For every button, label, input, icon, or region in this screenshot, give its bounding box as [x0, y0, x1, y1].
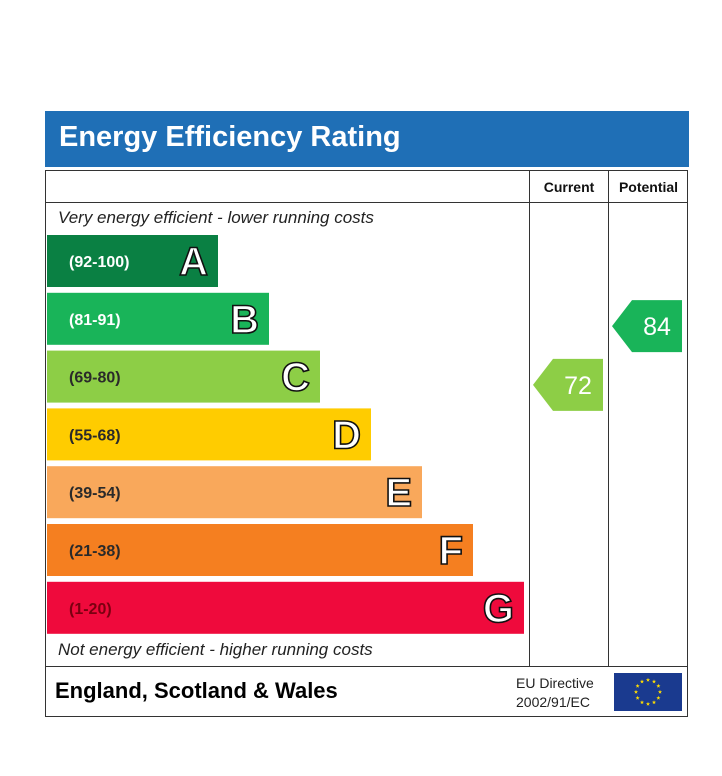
band-letter-c: C: [281, 356, 310, 400]
footer-divider: [45, 666, 688, 667]
potential-rating-arrow-value: 84: [643, 313, 671, 341]
band-bar-b: [47, 292, 269, 345]
band-bar-e: [47, 466, 422, 519]
band-letter-b: B: [230, 298, 259, 342]
band-range-g: (1-20): [69, 601, 112, 618]
band-letter-g: G: [483, 587, 514, 631]
current-rating-arrow: 72: [533, 358, 603, 411]
band-bar-a: [47, 235, 218, 287]
potential-column-header: Potential: [618, 179, 679, 195]
eu-flag-icon: [614, 673, 682, 711]
bottom-caption: Not energy efficient - higher running co…: [58, 640, 373, 659]
band-range-c: (69-80): [69, 370, 121, 387]
potential-column-divider: [608, 170, 609, 667]
current-column-divider: [529, 170, 530, 667]
potential-rating-arrow: 84: [612, 300, 682, 353]
current-column-header: Current: [543, 179, 595, 195]
top-caption: Very energy efficient - lower running co…: [58, 208, 374, 227]
band-range-f: (21-38): [69, 543, 121, 560]
band-bar-g: [47, 581, 524, 634]
band-letter-a: A: [179, 240, 208, 284]
band-range-a: (92-100): [69, 254, 129, 271]
band-bar-f: [47, 524, 473, 576]
region-label: England, Scotland & Wales: [55, 678, 338, 703]
header-divider: [45, 202, 688, 203]
band-range-e: (39-54): [69, 485, 121, 502]
current-rating-arrow-value: 72: [564, 372, 592, 400]
band-letter-d: D: [332, 413, 361, 457]
directive-line-1: EU Directive: [516, 675, 594, 691]
band-letter-e: E: [385, 471, 412, 515]
band-bar-c: [47, 350, 320, 403]
band-range-d: (55-68): [69, 427, 121, 444]
chart-title: Energy Efficiency Rating: [59, 121, 401, 153]
rating-frame: [45, 170, 688, 717]
band-letter-f: F: [439, 529, 463, 573]
band-range-b: (81-91): [69, 312, 121, 329]
title-bar: Energy Efficiency Rating: [45, 111, 689, 167]
directive-line-2: 2002/91/EC: [516, 694, 590, 710]
band-bar-d: [47, 408, 371, 461]
